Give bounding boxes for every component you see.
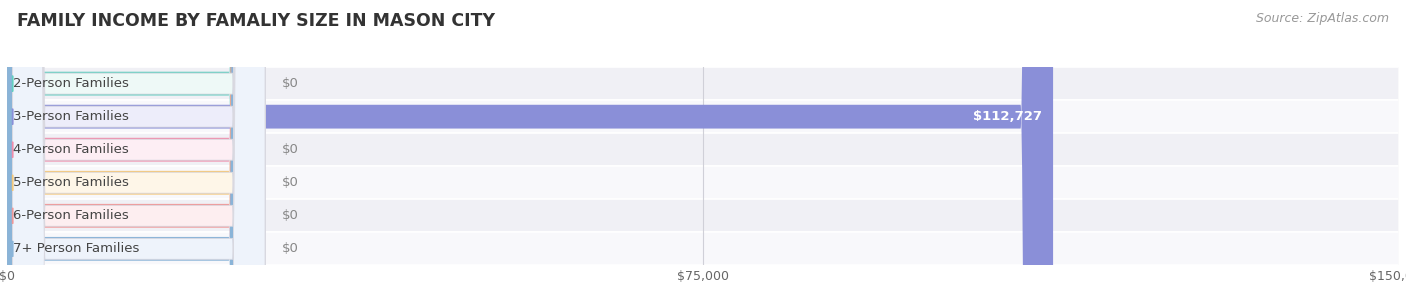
FancyBboxPatch shape [7,0,257,305]
Bar [7,199,1399,232]
FancyBboxPatch shape [13,0,264,305]
Text: 4-Person Families: 4-Person Families [13,143,128,156]
FancyBboxPatch shape [13,0,264,305]
Bar [7,100,1399,133]
FancyBboxPatch shape [7,0,257,305]
FancyBboxPatch shape [13,0,264,305]
FancyBboxPatch shape [7,0,257,305]
Text: $0: $0 [281,209,298,222]
FancyBboxPatch shape [7,0,257,305]
FancyBboxPatch shape [13,0,264,305]
Text: 6-Person Families: 6-Person Families [13,209,128,222]
Text: $0: $0 [281,242,298,255]
FancyBboxPatch shape [13,0,264,305]
Text: $0: $0 [281,176,298,189]
Text: 5-Person Families: 5-Person Families [13,176,128,189]
Text: $0: $0 [281,143,298,156]
Text: FAMILY INCOME BY FAMALIY SIZE IN MASON CITY: FAMILY INCOME BY FAMALIY SIZE IN MASON C… [17,12,495,30]
Text: $112,727: $112,727 [973,110,1042,123]
Text: 7+ Person Families: 7+ Person Families [13,242,139,255]
FancyBboxPatch shape [13,0,264,305]
Bar [7,166,1399,199]
Text: 2-Person Families: 2-Person Families [13,77,128,90]
Bar [7,232,1399,265]
FancyBboxPatch shape [7,0,1053,305]
Bar [7,67,1399,100]
Text: 3-Person Families: 3-Person Families [13,110,128,123]
Text: Source: ZipAtlas.com: Source: ZipAtlas.com [1256,12,1389,25]
Text: $0: $0 [281,77,298,90]
Bar [7,133,1399,166]
FancyBboxPatch shape [7,0,257,305]
